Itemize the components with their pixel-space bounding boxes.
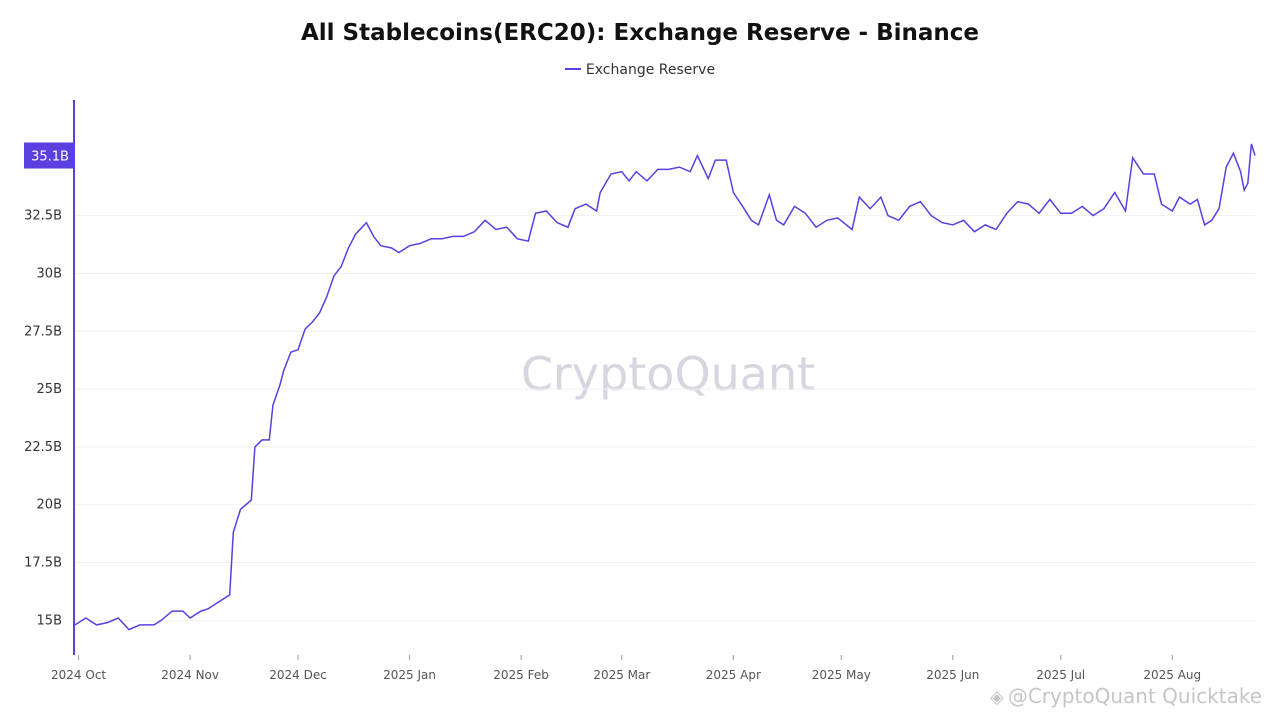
y-tick-label: 20B xyxy=(37,498,62,513)
legend[interactable]: Exchange Reserve xyxy=(0,62,1280,78)
x-tick-label: 2025 Jul xyxy=(1036,668,1085,682)
y-tick-label: 22.5B xyxy=(24,440,62,455)
x-tick-label: 2025 Aug xyxy=(1143,668,1201,682)
x-tick-label: 2025 Jun xyxy=(926,668,979,682)
watermark-text: CryptoQuant xyxy=(521,347,815,401)
chart-title: All Stablecoins(ERC20): Exchange Reserve… xyxy=(300,20,980,46)
y-tick-label: 32.5B xyxy=(24,209,62,224)
x-tick-label: 2025 Jan xyxy=(383,668,436,682)
x-tick-label: 2024 Nov xyxy=(161,668,219,682)
x-tick-label: 2025 Apr xyxy=(706,668,761,682)
y-tick-label: 30B xyxy=(37,266,62,281)
x-tick-label: 2025 Mar xyxy=(593,668,650,682)
x-tick-label: 2024 Oct xyxy=(51,668,106,682)
last-value-marker: 35.1B xyxy=(24,142,74,169)
y-axis-ticks: 15B 17.5B 20B 22.5B 25B 27.5B 30B 32.5B xyxy=(24,209,62,629)
y-tick-label: 15B xyxy=(37,613,62,628)
x-tick-label: 2024 Dec xyxy=(269,668,327,682)
grid-lines xyxy=(75,215,1255,621)
y-tick-label: 17.5B xyxy=(24,556,62,571)
y-tick-label: 27.5B xyxy=(24,324,62,339)
credit-watermark: ◈ @CryptoQuant Quicktake xyxy=(990,684,1262,708)
x-tick-label: 2025 Feb xyxy=(493,668,549,682)
legend-label-exchange-reserve: Exchange Reserve xyxy=(585,62,716,78)
cryptoquant-logo-icon: ◈ xyxy=(989,687,1004,708)
legend-swatch xyxy=(564,68,581,70)
x-axis-ticks: 2024 Oct 2024 Nov 2024 Dec 2025 Jan 2025 Feb… xyxy=(51,655,1201,682)
series-line-exchange-reserve xyxy=(74,143,1256,631)
last-value-label: 35.1B xyxy=(31,150,69,165)
last-value-box xyxy=(24,142,74,169)
x-tick-label: 2025 May xyxy=(812,668,871,682)
y-tick-label: 25B xyxy=(37,382,62,397)
credit-text: @CryptoQuant Quicktake xyxy=(1007,684,1262,708)
